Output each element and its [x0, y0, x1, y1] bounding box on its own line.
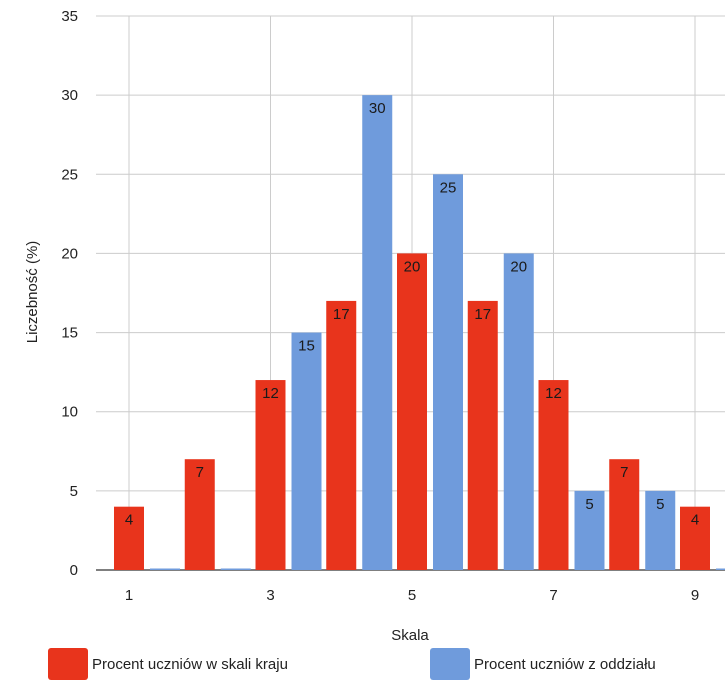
- y-tick-label: 20: [61, 245, 78, 262]
- bar-class: [503, 253, 534, 570]
- y-tick-label: 30: [61, 87, 78, 104]
- bar-class: [291, 332, 322, 570]
- legend: Procent uczniów w skali kraju Procent uc…: [48, 648, 656, 680]
- data-label: 30: [369, 100, 386, 117]
- bar-national: [538, 380, 569, 570]
- y-tick-label: 25: [61, 166, 78, 183]
- data-label: 7: [196, 464, 204, 481]
- y-tick-label: 0: [70, 562, 78, 579]
- data-label: 12: [262, 385, 279, 402]
- x-tick-label: 9: [691, 587, 699, 604]
- bar-class: [220, 568, 251, 570]
- data-label: 4: [691, 512, 699, 529]
- data-labels: 4 7 12 15 17 30 20 25 17 20 12 5 7 5 4: [125, 100, 699, 529]
- data-label: 25: [440, 179, 457, 196]
- bar-national: [255, 380, 286, 570]
- y-axis-title: Liczebność (%): [24, 241, 41, 344]
- data-label: 5: [585, 496, 593, 513]
- legend-swatch-national: [48, 648, 88, 680]
- bars: [114, 95, 725, 571]
- bar-class: [645, 490, 676, 570]
- bar-national: [467, 300, 498, 570]
- bar-national: [114, 506, 144, 570]
- x-tick-label: 3: [266, 587, 274, 604]
- x-tick-label: 5: [408, 587, 416, 604]
- data-label: 15: [298, 338, 315, 355]
- x-tick-label: 1: [125, 587, 133, 604]
- data-label: 17: [474, 306, 491, 323]
- bar-class: [716, 568, 725, 570]
- legend-item-class: Procent uczniów z oddziału: [430, 648, 656, 680]
- x-tick-label: 7: [549, 587, 557, 604]
- y-tick-label: 10: [61, 404, 78, 421]
- legend-label-national: Procent uczniów w skali kraju: [92, 655, 288, 673]
- y-tick-label: 5: [70, 483, 78, 500]
- data-label: 5: [656, 496, 664, 513]
- legend-label-class: Procent uczniów z oddziału: [474, 655, 656, 673]
- y-tick-label: 35: [61, 8, 78, 25]
- bar-national: [680, 506, 710, 570]
- legend-item-national: Procent uczniów w skali kraju: [48, 648, 430, 680]
- bar-class: [150, 568, 180, 570]
- bar-class: [574, 490, 605, 570]
- data-label: 4: [125, 512, 133, 529]
- data-label: 20: [404, 258, 421, 275]
- legend-swatch-class: [430, 648, 470, 680]
- x-axis-title: Skala: [391, 627, 429, 644]
- data-label: 12: [545, 385, 562, 402]
- bar-class: [362, 95, 393, 571]
- data-label: 7: [620, 464, 628, 481]
- bar-national: [609, 459, 640, 570]
- bar-national: [397, 253, 427, 570]
- bar-class: [433, 174, 463, 571]
- y-tick-label: 15: [61, 325, 78, 342]
- bar-national: [326, 300, 357, 570]
- data-label: 17: [333, 306, 350, 323]
- data-label: 20: [510, 258, 527, 275]
- bar-national: [184, 459, 215, 570]
